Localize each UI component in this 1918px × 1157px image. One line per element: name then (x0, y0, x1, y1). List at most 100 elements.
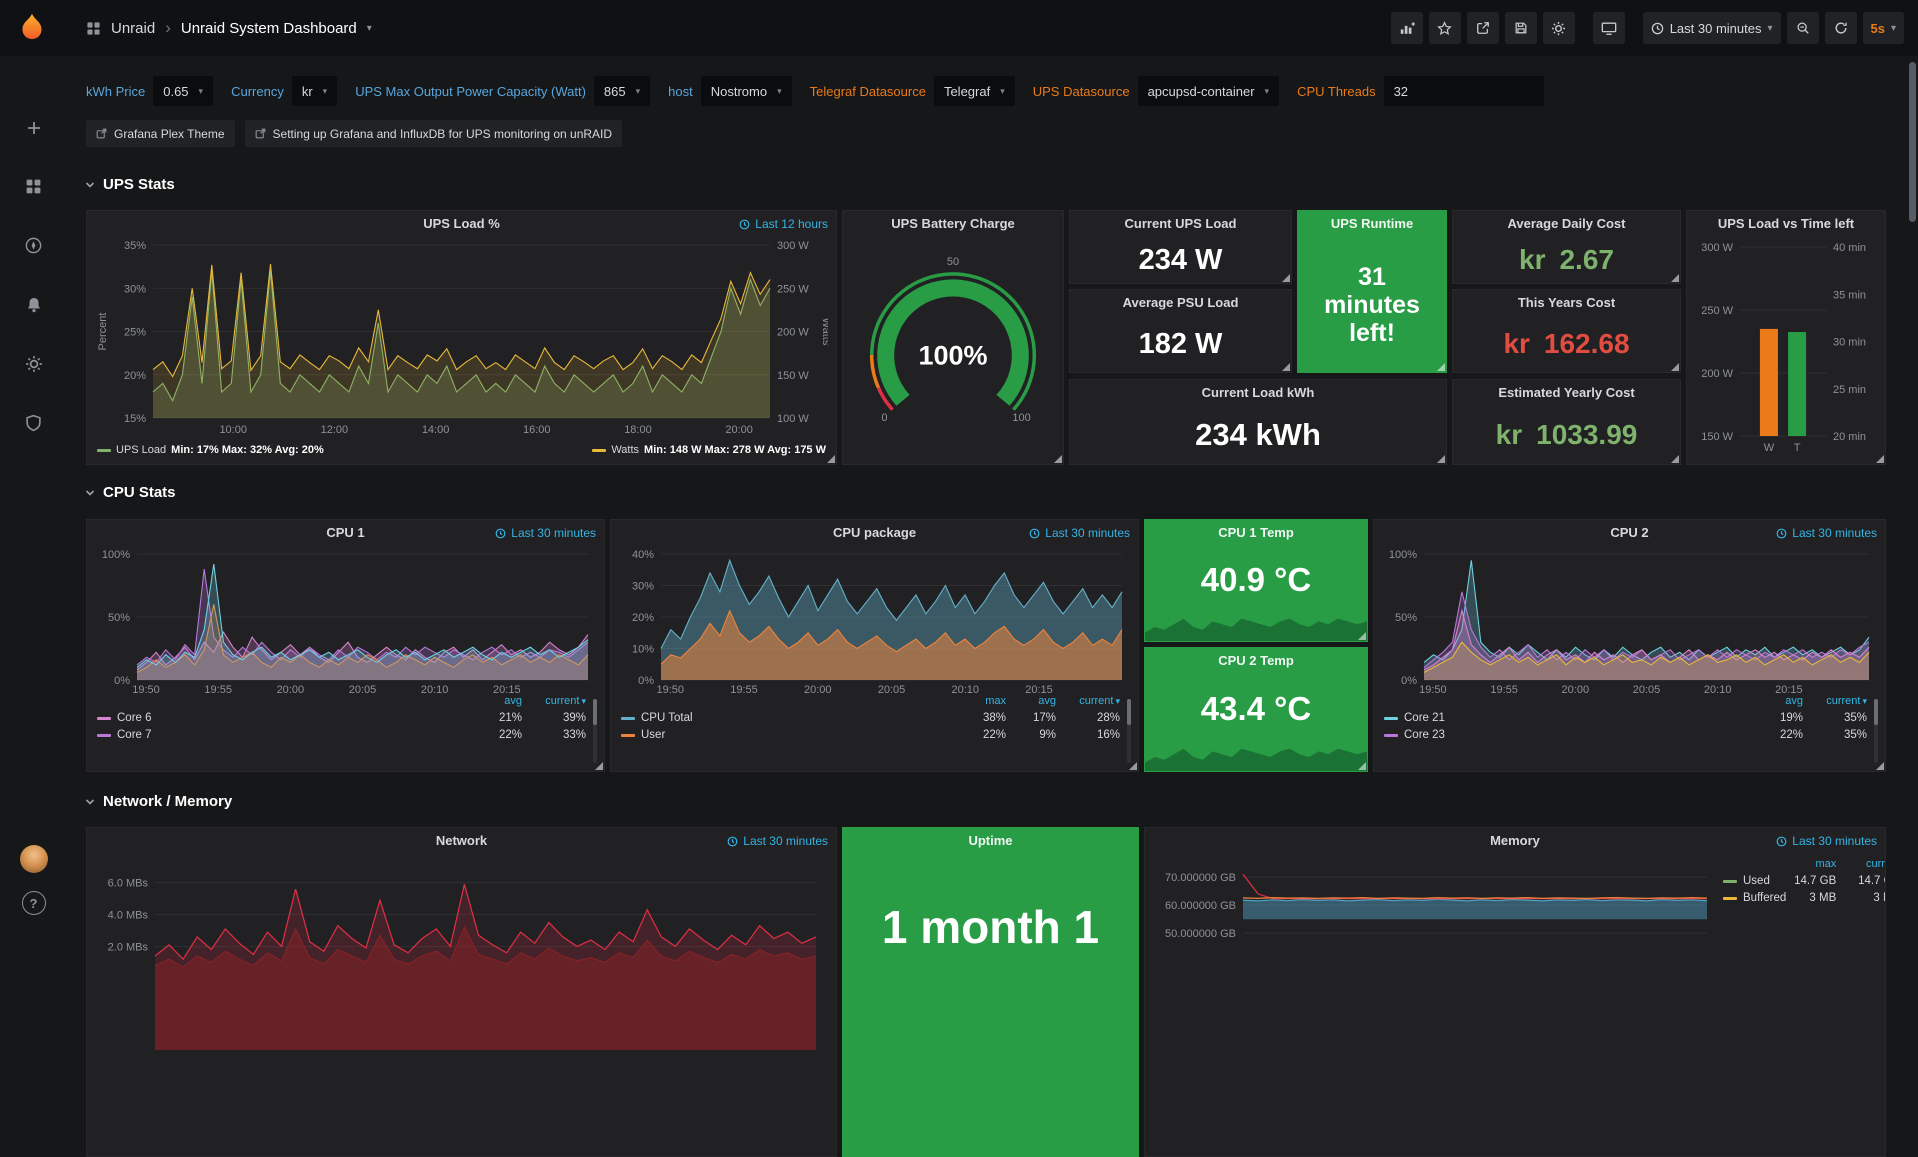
legend-scrollbar[interactable] (1874, 699, 1878, 763)
links-row: Grafana Plex Theme Setting up Grafana and… (86, 120, 622, 147)
panel-resize-handle[interactable] (1876, 762, 1884, 770)
page-scrollbar[interactable] (1909, 62, 1916, 222)
legend-col-avg[interactable]: avg (472, 695, 522, 707)
add-panel-button[interactable] (1391, 12, 1423, 44)
svg-text:30 min: 30 min (1833, 337, 1866, 349)
panel-title[interactable]: Uptime (843, 828, 1138, 854)
breadcrumb-app[interactable]: Unraid (111, 20, 155, 37)
star-button[interactable] (1429, 12, 1461, 44)
legend-series[interactable]: Buffered (1723, 892, 1786, 904)
zoom-out-button[interactable] (1787, 12, 1819, 44)
legend-series[interactable]: User (621, 729, 956, 741)
dashboard-title[interactable]: Unraid System Dashboard (181, 20, 357, 37)
sidebar-item-explore[interactable] (0, 216, 67, 275)
refresh-button[interactable] (1825, 12, 1857, 44)
panel-title[interactable]: This Years Cost (1453, 290, 1680, 316)
panel-title[interactable]: UPS Runtime (1298, 211, 1446, 237)
save-button[interactable] (1505, 12, 1537, 44)
variable-dropdown[interactable]: 0.65▾ (153, 76, 213, 106)
panel-title[interactable]: Average PSU Load (1070, 290, 1291, 316)
dashboard-link[interactable]: Setting up Grafana and InfluxDB for UPS … (245, 120, 623, 147)
panel-resize-handle[interactable] (1358, 762, 1366, 770)
tv-mode-button[interactable] (1593, 12, 1625, 44)
panel-title[interactable]: CPU 1 Temp (1145, 520, 1367, 546)
panel-title[interactable]: Current UPS Load (1070, 211, 1291, 237)
panel-resize-handle[interactable] (1876, 455, 1884, 463)
variable-dropdown[interactable]: kr▾ (292, 76, 337, 106)
panel-resize-handle[interactable] (1282, 363, 1290, 371)
panel-title[interactable]: Average Daily Cost (1453, 211, 1680, 237)
panel-resize-handle[interactable] (1437, 455, 1445, 463)
legend-col-max[interactable]: max (956, 695, 1006, 707)
sidebar-item-create[interactable] (0, 98, 67, 157)
dashboard-settings-button[interactable] (1543, 12, 1575, 44)
legend-series[interactable]: CPU Total (621, 712, 956, 724)
sidebar-item-server-admin[interactable] (0, 393, 67, 452)
legend-col-current[interactable]: current (1836, 858, 1886, 870)
legend-series[interactable]: Used (1723, 875, 1786, 887)
share-button[interactable] (1467, 12, 1499, 44)
dashboard-link[interactable]: Grafana Plex Theme (86, 120, 235, 147)
svg-text:12:00: 12:00 (321, 424, 349, 436)
panel-title[interactable]: Estimated Yearly Cost (1453, 380, 1680, 406)
panel-title[interactable]: Network (87, 828, 836, 854)
legend-scrollbar[interactable] (1127, 699, 1131, 763)
legend-series[interactable]: Core 23 (1384, 729, 1753, 741)
panel-resize-handle[interactable] (1358, 632, 1366, 640)
section-ups-stats[interactable]: UPS Stats (84, 176, 175, 193)
variable-dropdown[interactable]: 865▾ (594, 76, 650, 106)
panel-title[interactable]: CPU 2 Temp (1145, 648, 1367, 674)
help-button[interactable]: ? (22, 891, 46, 915)
apps-grid-icon[interactable] (86, 21, 101, 36)
panel-resize-handle[interactable] (1671, 274, 1679, 282)
panel-resize-handle[interactable] (827, 455, 835, 463)
legend-col-avg[interactable]: avg (1006, 695, 1056, 707)
variable-dropdown[interactable]: apcupsd-container▾ (1138, 76, 1280, 106)
legend-series[interactable]: Core 6 (97, 712, 472, 724)
legend-scrollbar[interactable] (593, 699, 597, 763)
sidebar-item-configuration[interactable] (0, 334, 67, 393)
panel-title[interactable]: Current Load kWh (1070, 380, 1446, 406)
legend-series[interactable]: Core 21 (1384, 712, 1753, 724)
user-avatar[interactable] (20, 845, 48, 873)
panel-title[interactable]: UPS Battery Charge (843, 211, 1063, 237)
variable-dropdown[interactable]: Telegraf▾ (934, 76, 1015, 106)
legend-col-current[interactable]: current▾ (522, 695, 586, 707)
time-picker-button[interactable]: Last 30 minutes ▾ (1643, 12, 1781, 44)
panel-resize-handle[interactable] (1671, 363, 1679, 371)
section-cpu-stats[interactable]: CPU Stats (84, 484, 176, 501)
grafana-logo[interactable] (14, 12, 50, 44)
caret-down-icon: ▾ (1891, 23, 1896, 34)
variable-input[interactable]: 32 (1384, 76, 1544, 106)
panel-title[interactable]: Memory (1145, 828, 1885, 854)
legend-col-max[interactable]: max (1786, 858, 1836, 870)
panel-resize-handle[interactable] (595, 762, 603, 770)
panel-resize-handle[interactable] (1437, 363, 1445, 371)
panel-resize-handle[interactable] (1054, 455, 1062, 463)
panel-resize-handle[interactable] (1282, 274, 1290, 282)
legend-col-current[interactable]: current▾ (1803, 695, 1867, 707)
caret-down-icon[interactable]: ▾ (367, 23, 372, 34)
section-network-memory[interactable]: Network / Memory (84, 793, 232, 810)
sidebar-item-dashboards[interactable] (0, 157, 67, 216)
variable-dropdown[interactable]: Nostromo▾ (701, 76, 792, 106)
panel-title[interactable]: UPS Load % (87, 211, 836, 237)
sidebar-item-alerting[interactable] (0, 275, 67, 334)
panel-resize-handle[interactable] (1129, 762, 1137, 770)
legend-col-current[interactable]: current▾ (1056, 695, 1120, 707)
legend-series[interactable]: Core 7 (97, 729, 472, 741)
panel-resize-handle[interactable] (1671, 455, 1679, 463)
refresh-interval-button[interactable]: 5s ▾ (1863, 12, 1905, 44)
panel-title[interactable]: UPS Load vs Time left (1687, 211, 1885, 237)
legend-col-avg[interactable]: avg (1753, 695, 1803, 707)
